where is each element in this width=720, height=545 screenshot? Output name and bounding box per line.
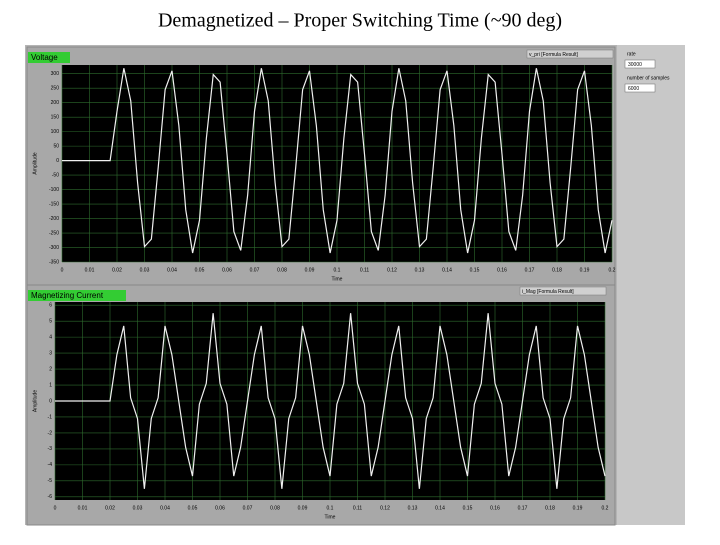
- y-tick-label: -5: [48, 478, 53, 484]
- control-label: number of samples: [627, 75, 670, 81]
- y-tick-label: -100: [49, 187, 59, 193]
- x-tick-label: 0.08: [277, 267, 287, 273]
- x-tick-label: 0.13: [408, 505, 418, 511]
- legend-label: v_pri [Formula Result]: [529, 52, 579, 58]
- y-tick-label: 250: [51, 86, 60, 92]
- y-tick-label: -4: [48, 462, 53, 468]
- x-tick-label: 0.01: [85, 267, 95, 273]
- chart-label: Voltage: [31, 53, 58, 62]
- x-tick-label: 0.1: [334, 267, 341, 273]
- y-axis-label: Amplitude: [32, 152, 38, 174]
- control-value: 30000: [628, 62, 642, 68]
- y-tick-label: -350: [49, 259, 59, 265]
- x-tick-label: 0.06: [215, 505, 225, 511]
- x-tick-label: 0.11: [353, 505, 363, 511]
- x-tick-label: 0.19: [573, 505, 583, 511]
- y-tick-label: 4: [49, 334, 52, 340]
- chart-label: Magnetizing Current: [31, 291, 104, 300]
- x-tick-label: 0.18: [552, 267, 562, 273]
- x-tick-label: 0.2: [602, 505, 609, 511]
- y-tick-label: 6: [49, 303, 52, 309]
- x-tick-label: 0.06: [222, 267, 232, 273]
- y-tick-label: -150: [49, 201, 59, 207]
- line-series: [62, 68, 613, 254]
- y-tick-label: -3: [48, 446, 53, 452]
- y-tick-label: 200: [51, 100, 60, 106]
- y-tick-label: -300: [49, 245, 59, 251]
- y-tick-label: 5: [49, 318, 52, 324]
- y-tick-label: 3: [49, 350, 52, 356]
- x-tick-label: 0.01: [78, 505, 88, 511]
- y-tick-label: 150: [51, 114, 60, 120]
- x-tick-label: 0.12: [380, 505, 390, 511]
- y-tick-label: -2: [48, 430, 53, 436]
- x-tick-label: 0.09: [305, 267, 315, 273]
- y-tick-label: -250: [49, 230, 59, 236]
- y-axis-label: Amplitude: [32, 390, 38, 412]
- x-tick-label: 0.02: [112, 267, 122, 273]
- x-tick-label: 0.2: [609, 267, 616, 273]
- x-tick-label: 0.08: [270, 505, 280, 511]
- x-tick-label: 0.15: [463, 505, 473, 511]
- legend-box: [526, 49, 614, 59]
- x-tick-label: 0.14: [442, 267, 452, 273]
- y-tick-label: 50: [53, 143, 59, 149]
- x-tick-label: 0.16: [490, 505, 500, 511]
- x-tick-label: 0.17: [525, 267, 535, 273]
- legend-box: [519, 286, 607, 296]
- control-value: 6000: [628, 86, 639, 92]
- x-tick-label: 0.04: [167, 267, 177, 273]
- x-tick-label: 0: [54, 505, 57, 511]
- y-tick-label: 100: [51, 129, 60, 135]
- x-tick-label: 0.16: [497, 267, 507, 273]
- x-tick-label: 0.13: [415, 267, 425, 273]
- chart-label-box: [28, 290, 126, 301]
- control-label: rate: [627, 51, 636, 57]
- x-tick-label: 0.09: [298, 505, 308, 511]
- x-tick-label: 0.14: [435, 505, 445, 511]
- x-tick-label: 0.07: [250, 267, 260, 273]
- slide-title: Demagnetized – Proper Switching Time (~9…: [158, 10, 562, 32]
- x-tick-label: 0.1: [327, 505, 334, 511]
- chart-label-box: [28, 52, 70, 63]
- control-box[interactable]: [624, 59, 656, 69]
- x-tick-label: 0.05: [188, 505, 198, 511]
- x-tick-label: 0: [61, 267, 64, 273]
- y-tick-label: -6: [48, 494, 53, 500]
- y-tick-label: -200: [49, 216, 59, 222]
- control-panel: [617, 45, 685, 525]
- y-tick-label: 2: [49, 366, 52, 372]
- x-tick-label: 0.11: [360, 267, 370, 273]
- y-tick-label: 0: [56, 158, 59, 164]
- legend-label: i_Mag [Formula Result]: [522, 289, 574, 295]
- y-tick-label: 0: [49, 398, 52, 404]
- line-series: [55, 313, 606, 489]
- x-tick-label: 0.04: [160, 505, 170, 511]
- y-tick-label: -50: [52, 172, 59, 178]
- y-tick-label: 300: [51, 71, 60, 77]
- x-tick-label: 0.15: [470, 267, 480, 273]
- x-axis-label: Time: [332, 276, 343, 282]
- x-tick-label: 0.18: [545, 505, 555, 511]
- x-tick-label: 0.05: [195, 267, 205, 273]
- x-tick-label: 0.12: [387, 267, 397, 273]
- x-tick-label: 0.19: [580, 267, 590, 273]
- x-tick-label: 0.07: [243, 505, 253, 511]
- x-tick-label: 0.17: [518, 505, 528, 511]
- x-axis-label: Time: [325, 514, 336, 520]
- control-box[interactable]: [624, 83, 656, 93]
- y-tick-label: -1: [48, 414, 53, 420]
- x-tick-label: 0.03: [133, 505, 143, 511]
- x-tick-label: 0.02: [105, 505, 115, 511]
- x-tick-label: 0.03: [140, 267, 150, 273]
- y-tick-label: 1: [49, 382, 52, 388]
